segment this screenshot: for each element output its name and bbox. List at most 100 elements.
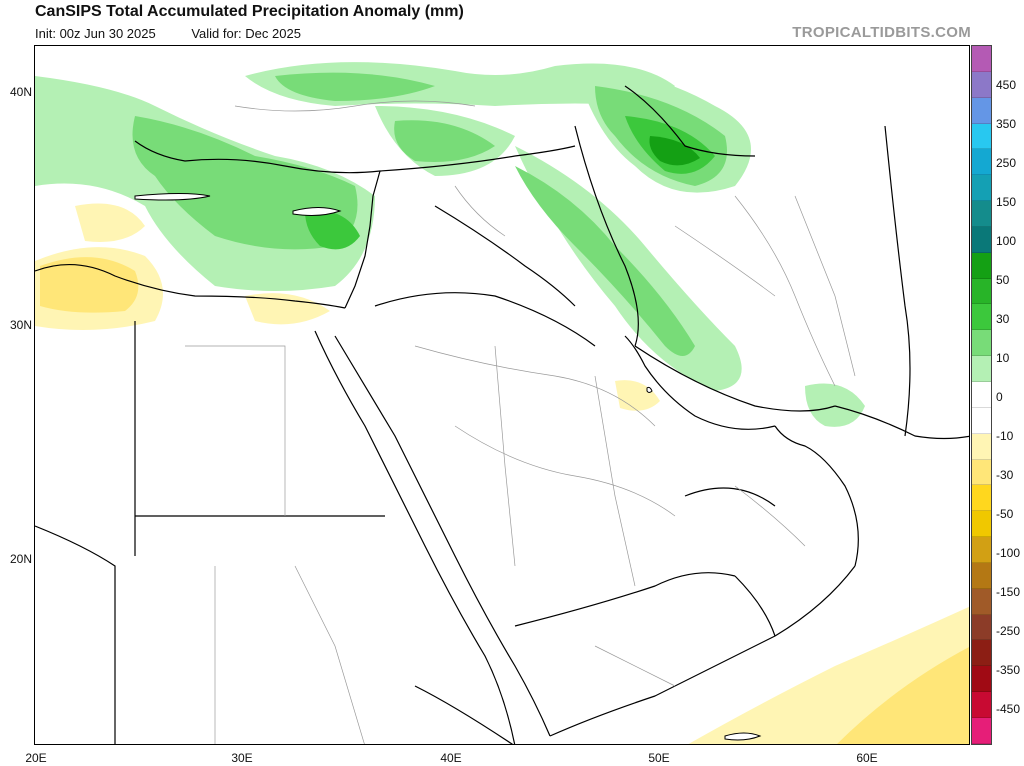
anomaly-wet-turkey-mid <box>275 72 435 101</box>
lon-label-50e: 50E <box>648 751 670 765</box>
colorbar-tick-label: 150 <box>996 195 1017 209</box>
subdivision-line <box>185 345 286 516</box>
border-horn-africa <box>414 685 514 744</box>
colorbar-tick-label: 10 <box>996 351 1010 365</box>
colorbar-segment <box>972 46 991 72</box>
subdivision-line <box>794 195 856 377</box>
coastline-red-sea-east <box>334 335 551 737</box>
coastline-caspian <box>624 85 756 157</box>
border-iraq-iran <box>574 125 639 347</box>
subdivision-line <box>734 485 806 547</box>
coastline-north-africa <box>35 264 346 309</box>
anomaly-wet-anatolia-mid <box>394 120 495 162</box>
borders-layer <box>35 85 969 744</box>
border-chad-sudan <box>35 525 116 744</box>
anomaly-wet-aegean-mid <box>132 116 358 250</box>
colorbar-segment <box>972 381 991 408</box>
subdivision-layer <box>185 100 856 744</box>
subdivision-line <box>594 645 676 687</box>
anomaly-dry-mediterranean <box>75 203 145 242</box>
anomaly-wet-oman-gulf <box>805 383 865 427</box>
border-syria-iraq <box>434 205 576 307</box>
colorbar-tick-label: 350 <box>996 117 1017 131</box>
border-saudi-north <box>374 292 596 347</box>
subdivision-line <box>454 185 506 237</box>
colorbar-segment <box>972 717 991 744</box>
border-saudi-yemen <box>514 572 736 627</box>
map-svg <box>35 46 969 744</box>
map-area <box>34 45 970 745</box>
colorbar-segment <box>972 175 991 202</box>
colorbar-tick-label: 450 <box>996 78 1017 92</box>
subdivision-line <box>454 425 676 517</box>
colorbar-segment <box>972 201 991 227</box>
island-bahrain <box>646 386 653 393</box>
islands-layer <box>134 193 762 741</box>
dry-anomaly-layer <box>35 203 969 744</box>
colorbar-segment <box>972 614 991 641</box>
colorbar-segment <box>972 692 991 718</box>
colorbar-tick-label: 250 <box>996 156 1017 170</box>
border-iran-pakistan <box>884 125 911 437</box>
subdivision-line <box>294 565 365 744</box>
colorbar-tick-label: -150 <box>996 585 1021 599</box>
coastline-oman <box>774 425 859 567</box>
subdivision-line <box>734 195 836 387</box>
colorbar-tick-label: -350 <box>996 663 1021 677</box>
colorbar-segment <box>972 433 991 460</box>
island-crete <box>134 193 211 201</box>
island-socotra <box>724 732 762 741</box>
lon-label-40e: 40E <box>440 751 462 765</box>
colorbar-segment <box>972 226 991 253</box>
colorbar-segment <box>972 537 991 563</box>
colorbar-segment <box>972 304 991 331</box>
coastline-gulf-west <box>624 335 776 430</box>
lon-label-20e: 20E <box>25 751 47 765</box>
map-title: CanSIPS Total Accumulated Precipitation … <box>35 3 464 20</box>
colorbar-segment <box>972 252 991 279</box>
colorbar-tick-label: -250 <box>996 624 1021 638</box>
border-turkey-syria <box>379 145 576 172</box>
colorbar-segment <box>972 666 991 693</box>
anomaly-wet-cyprus-core <box>305 210 360 250</box>
lat-label-30n: 30N <box>9 318 32 332</box>
watermark[interactable]: TROPICALTIDBITS.COM <box>792 24 971 41</box>
anomaly-dry-libya-core <box>40 257 139 313</box>
coastline-arabia-south <box>549 565 856 737</box>
coastline-iran-south <box>834 405 969 440</box>
coastline-red-sea-west <box>314 330 516 744</box>
colorbar-segment <box>972 330 991 357</box>
colorbar <box>971 45 992 745</box>
init-time: Init: 00z Jun 30 2025 <box>35 26 156 41</box>
subdivision-line <box>234 100 476 112</box>
colorbar-segment <box>972 511 991 538</box>
colorbar-segment <box>972 640 991 667</box>
border-yemen-oman <box>734 575 776 637</box>
colorbar-tick-label: 50 <box>996 273 1010 287</box>
colorbar-segment <box>972 71 991 98</box>
island-cyprus <box>292 207 342 216</box>
border-saudi-oman <box>684 487 776 507</box>
colorbar-tick-label: 0 <box>996 390 1003 404</box>
subdivision-line <box>674 225 776 297</box>
colorbar-tick-label: 100 <box>996 234 1017 248</box>
coastline-levant <box>344 170 381 309</box>
coastline-turkey-south <box>134 140 381 174</box>
colorbar-segment <box>972 562 991 589</box>
colorbar-tick-label: -450 <box>996 702 1021 716</box>
colorbar-tick-label: -30 <box>996 468 1014 482</box>
colorbar-tick-label: -100 <box>996 546 1021 560</box>
lat-label-20n: 20N <box>9 552 32 566</box>
anomaly-wet-zagros-mid <box>515 166 695 356</box>
colorbar-segment <box>972 97 991 124</box>
colorbar-segment <box>972 588 991 615</box>
colorbar-segment <box>972 278 991 305</box>
colorbar-segment <box>972 485 991 512</box>
map-subtitle: Init: 00z Jun 30 2025 Valid for: Dec 202… <box>35 26 301 41</box>
colorbar-tick-label: 30 <box>996 312 1010 326</box>
colorbar-segment <box>972 407 991 434</box>
subdivision-line <box>494 345 516 567</box>
anomaly-wet-iran-peak <box>649 136 700 166</box>
colorbar-segment <box>972 459 991 486</box>
colorbar-segment <box>972 356 991 382</box>
